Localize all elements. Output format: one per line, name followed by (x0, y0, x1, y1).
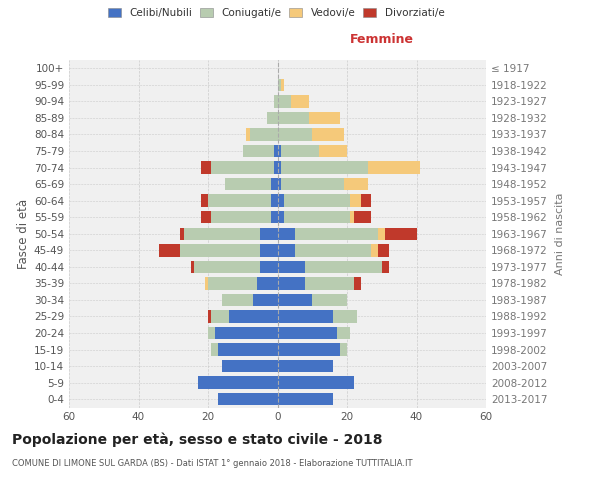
Bar (246, 128, 250, 140)
Bar (312, 294, 347, 306)
Bar (201, 211, 211, 224)
Bar (333, 310, 358, 322)
Bar (277, 244, 295, 256)
Bar (277, 194, 284, 207)
Bar (253, 294, 277, 306)
Bar (271, 211, 277, 224)
Bar (378, 228, 385, 240)
Bar (218, 344, 277, 356)
Bar (229, 310, 277, 322)
Bar (277, 294, 312, 306)
Bar (277, 211, 284, 224)
Bar (277, 327, 337, 339)
Bar (271, 178, 277, 190)
Bar (277, 360, 333, 372)
Bar (277, 128, 312, 140)
Bar (378, 244, 389, 256)
Bar (277, 260, 305, 273)
Bar (208, 327, 215, 339)
Bar (274, 162, 277, 174)
Bar (222, 360, 277, 372)
Bar (319, 145, 347, 157)
Bar (385, 228, 416, 240)
Bar (184, 228, 260, 240)
Bar (277, 112, 309, 124)
Bar (222, 294, 253, 306)
Bar (284, 194, 350, 207)
Bar (354, 277, 361, 289)
Bar (277, 277, 305, 289)
Bar (277, 178, 281, 190)
Bar (371, 244, 378, 256)
Bar (211, 344, 218, 356)
Bar (305, 277, 354, 289)
Bar (354, 211, 371, 224)
Bar (277, 344, 340, 356)
Bar (271, 194, 277, 207)
Bar (260, 228, 277, 240)
Bar (277, 78, 281, 91)
Bar (361, 194, 371, 207)
Bar (211, 162, 274, 174)
Bar (205, 277, 208, 289)
Bar (180, 244, 260, 256)
Text: Femmine: Femmine (350, 33, 414, 46)
Bar (160, 244, 180, 256)
Bar (284, 211, 350, 224)
Y-axis label: Fasce di età: Fasce di età (17, 198, 30, 269)
Bar (281, 145, 319, 157)
Bar (292, 95, 309, 108)
Bar (281, 162, 368, 174)
Bar (215, 327, 277, 339)
Bar (340, 344, 347, 356)
Bar (197, 376, 277, 389)
Bar (201, 194, 208, 207)
Bar (368, 162, 420, 174)
Bar (281, 78, 284, 91)
Text: COMUNE DI LIMONE SUL GARDA (BS) - Dati ISTAT 1° gennaio 2018 - Elaborazione TUTT: COMUNE DI LIMONE SUL GARDA (BS) - Dati I… (12, 459, 413, 468)
Bar (208, 194, 271, 207)
Bar (295, 244, 371, 256)
Bar (260, 244, 277, 256)
Bar (277, 145, 281, 157)
Bar (305, 260, 382, 273)
Bar (226, 178, 271, 190)
Bar (218, 393, 277, 406)
Bar (211, 310, 229, 322)
Bar (344, 178, 368, 190)
Bar (295, 228, 378, 240)
Bar (257, 277, 277, 289)
Bar (208, 277, 257, 289)
Bar (350, 211, 354, 224)
Bar (250, 128, 277, 140)
Bar (180, 228, 184, 240)
Bar (267, 112, 277, 124)
Bar (243, 145, 274, 157)
Bar (309, 112, 340, 124)
Bar (337, 327, 350, 339)
Bar (274, 145, 277, 157)
Legend: Celibi/Nubili, Coniugati/e, Vedovi/e, Divorziati/e: Celibi/Nubili, Coniugati/e, Vedovi/e, Di… (104, 5, 448, 21)
Bar (382, 260, 389, 273)
Bar (277, 393, 333, 406)
Text: Popolazione per età, sesso e stato civile - 2018: Popolazione per età, sesso e stato civil… (12, 432, 383, 447)
Bar (277, 162, 281, 174)
Bar (281, 178, 344, 190)
Bar (312, 128, 344, 140)
Y-axis label: Anni di nascita: Anni di nascita (554, 192, 565, 275)
Bar (277, 376, 354, 389)
Bar (350, 194, 361, 207)
Bar (194, 260, 260, 273)
Bar (211, 211, 271, 224)
Bar (201, 162, 211, 174)
Bar (260, 260, 277, 273)
Bar (277, 310, 333, 322)
Bar (208, 310, 211, 322)
Bar (274, 95, 277, 108)
Bar (191, 260, 194, 273)
Bar (277, 228, 295, 240)
Bar (277, 95, 292, 108)
